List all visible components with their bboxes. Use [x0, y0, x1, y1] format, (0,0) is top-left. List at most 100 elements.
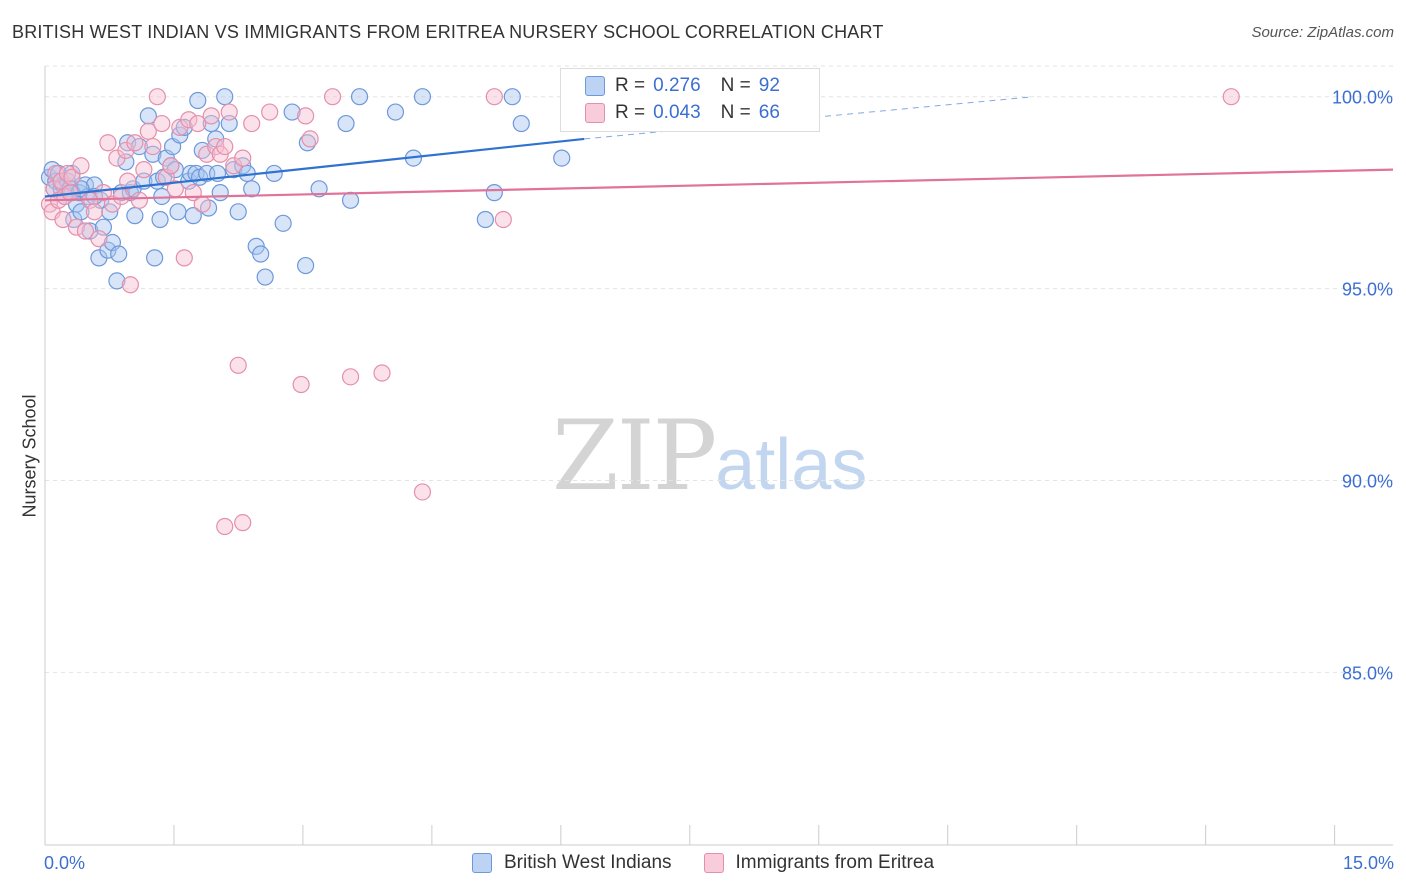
point-british-west-indians	[297, 256, 315, 275]
point-immigrants-eritrea	[119, 172, 137, 190]
point-british-west-indians	[256, 268, 274, 286]
point-british-west-indians	[274, 214, 292, 232]
y-tick-label: 95.0%	[1342, 280, 1393, 300]
watermark-zip: ZIP	[552, 400, 717, 512]
point-immigrants-eritrea	[72, 157, 90, 175]
point-immigrants-eritrea	[126, 134, 144, 152]
series-legend: British West Indians Immigrants from Eri…	[0, 852, 1406, 874]
series-legend-swatch-pink	[703, 853, 724, 873]
point-immigrants-eritrea	[139, 122, 157, 140]
point-british-west-indians	[211, 184, 229, 202]
point-immigrants-eritrea	[67, 218, 86, 236]
legend-row-pink: R = 0.043 N = 66	[585, 102, 780, 124]
y-tick-label: 85.0%	[1342, 663, 1393, 683]
point-immigrants-eritrea	[153, 114, 171, 133]
point-immigrants-eritrea	[112, 187, 130, 206]
legend-r-label: R =	[615, 102, 646, 123]
point-immigrants-eritrea	[373, 364, 391, 382]
watermark: ZIPatlas	[552, 400, 867, 512]
legend-row-blue: R = 0.276 N = 92	[585, 75, 780, 97]
point-immigrants-eritrea	[148, 88, 166, 106]
point-immigrants-eritrea	[121, 276, 139, 294]
point-british-west-indians	[146, 249, 164, 267]
point-immigrants-eritrea	[261, 103, 279, 121]
x-tick-label-min: 0.0%	[44, 853, 86, 873]
point-immigrants-eritrea	[189, 114, 207, 133]
point-immigrants-eritrea	[485, 88, 503, 106]
legend-swatch-blue	[585, 76, 605, 96]
point-british-west-indians	[252, 245, 270, 263]
point-british-west-indians	[350, 88, 369, 106]
point-british-west-indians	[503, 88, 521, 106]
point-immigrants-eritrea	[94, 184, 113, 202]
point-british-west-indians	[139, 107, 157, 125]
legend-n-value: 66	[758, 102, 780, 123]
series-legend-item-pink: Immigrants from Eritrea	[703, 852, 935, 874]
x-tick-label-max: 15.0%	[1342, 853, 1394, 873]
point-british-west-indians	[126, 207, 144, 225]
point-immigrants-eritrea	[76, 222, 95, 240]
point-british-west-indians	[310, 180, 328, 198]
point-immigrants-eritrea	[193, 195, 211, 213]
point-british-west-indians	[189, 91, 207, 110]
point-british-west-indians	[169, 203, 187, 221]
point-immigrants-eritrea	[292, 375, 310, 394]
series-legend-item-blue: British West Indians	[471, 852, 672, 874]
point-british-west-indians	[337, 114, 355, 133]
legend-r-label: R =	[615, 75, 646, 96]
point-british-west-indians	[225, 161, 243, 179]
watermark-atlas: atlas	[715, 425, 868, 505]
point-immigrants-eritrea	[202, 107, 220, 125]
point-british-west-indians	[283, 103, 301, 121]
point-british-west-indians	[512, 114, 530, 133]
legend-n-label: N =	[720, 75, 751, 96]
point-british-west-indians	[476, 210, 494, 229]
point-immigrants-eritrea	[234, 514, 252, 532]
trendline-immigrants-eritrea	[44, 168, 1394, 202]
point-british-west-indians	[386, 103, 405, 121]
point-immigrants-eritrea	[130, 191, 148, 209]
point-british-west-indians	[110, 245, 128, 263]
point-british-west-indians	[108, 272, 126, 290]
point-immigrants-eritrea	[63, 168, 81, 186]
source-label: Source: ZipAtlas.com	[1251, 24, 1394, 41]
point-immigrants-eritrea	[144, 137, 162, 156]
point-immigrants-eritrea	[243, 114, 261, 133]
chart-title: BRITISH WEST INDIAN VS IMMIGRANTS FROM E…	[12, 22, 884, 42]
trendline-british-west-indians	[44, 137, 585, 198]
legend-r-value: 0.276	[653, 75, 701, 96]
point-british-west-indians	[341, 191, 360, 209]
point-immigrants-eritrea	[234, 149, 252, 167]
point-immigrants-eritrea	[216, 517, 234, 536]
point-british-west-indians	[553, 149, 571, 167]
legend-r-value: 0.043	[653, 102, 701, 123]
point-british-west-indians	[243, 180, 261, 198]
point-immigrants-eritrea	[1222, 88, 1240, 106]
point-british-west-indians	[216, 88, 234, 106]
legend-swatch-pink	[585, 103, 605, 123]
point-immigrants-eritrea	[175, 249, 193, 267]
point-immigrants-eritrea	[413, 483, 432, 501]
point-immigrants-eritrea	[494, 210, 512, 229]
point-immigrants-eritrea	[90, 230, 108, 248]
point-immigrants-eritrea	[99, 134, 117, 152]
point-british-west-indians	[413, 88, 432, 106]
point-british-west-indians	[485, 184, 503, 202]
point-immigrants-eritrea	[54, 210, 72, 229]
series-legend-label: British West Indians	[503, 852, 672, 873]
point-immigrants-eritrea	[229, 356, 247, 374]
point-british-west-indians	[151, 210, 169, 229]
legend-n-value: 92	[758, 75, 780, 96]
stats-legend: R = 0.276 N = 92 R = 0.043 N = 66	[560, 68, 820, 132]
point-immigrants-eritrea	[135, 161, 153, 179]
series-legend-label: Immigrants from Eritrea	[735, 852, 935, 873]
point-immigrants-eritrea	[341, 368, 360, 386]
point-immigrants-eritrea	[180, 111, 198, 129]
point-immigrants-eritrea	[216, 137, 234, 156]
point-immigrants-eritrea	[85, 203, 104, 221]
point-british-west-indians	[72, 203, 90, 221]
point-immigrants-eritrea	[162, 157, 180, 175]
point-immigrants-eritrea	[220, 103, 238, 121]
y-tick-label: 100.0%	[1332, 88, 1393, 108]
